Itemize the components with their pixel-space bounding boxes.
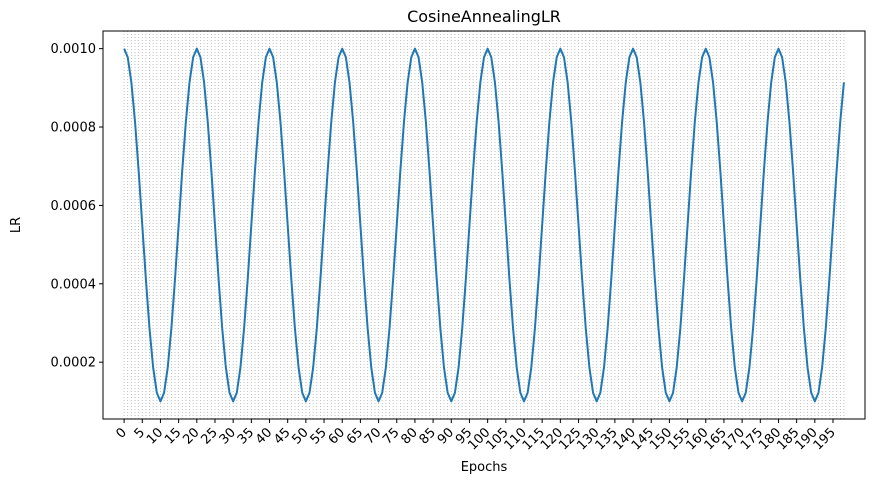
y-tick-label: 0.0010 bbox=[51, 42, 97, 57]
y-tick-label: 0.0004 bbox=[51, 277, 97, 292]
x-axis: 0 510152025303540455055606570758085909510… bbox=[113, 419, 839, 453]
x-tick-label: 0 bbox=[113, 425, 129, 441]
y-tick-label: 0.0002 bbox=[51, 356, 97, 371]
y-tick-label: 0.0006 bbox=[51, 199, 97, 214]
y-axis: 0.0002 0.0004 0.0006 0.0008 0.0010 bbox=[51, 42, 103, 371]
y-axis-title: LR bbox=[9, 217, 24, 233]
plot-frame bbox=[102, 30, 866, 420]
x-axis-title: Epochs bbox=[461, 460, 508, 475]
x-tick-label: 195 bbox=[811, 425, 839, 453]
line-layer bbox=[123, 47, 845, 403]
grid-layer bbox=[123, 31, 845, 419]
series-line bbox=[123, 47, 845, 403]
chart-title: CosineAnnealingLR bbox=[407, 7, 561, 26]
y-tick-label: 0.0008 bbox=[51, 121, 97, 136]
